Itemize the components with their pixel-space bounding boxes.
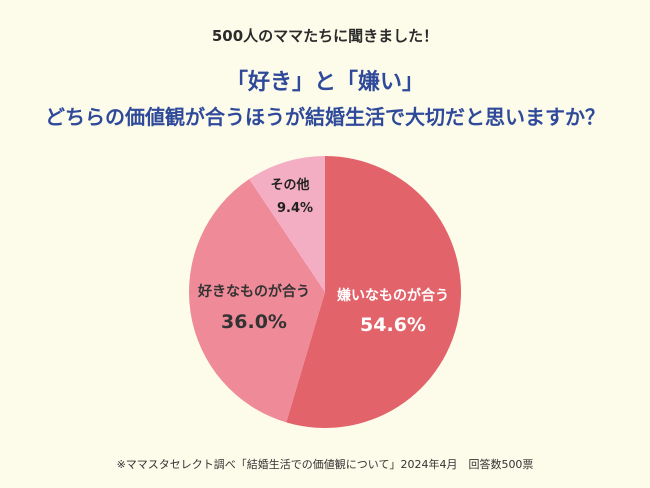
source-footnote: ※ママスタセレクト調べ「結婚生活での価値観について」2024年4月 回答数500… <box>116 458 534 471</box>
pie-slice-3 <box>249 156 325 292</box>
slice-value-1: 54.6% <box>360 314 426 336</box>
slice-label-1: 嫌いなものが合う <box>337 287 449 304</box>
slice-value-3: 9.4% <box>277 201 313 216</box>
pie-slice-1 <box>286 156 461 428</box>
pie-slice-2 <box>188 179 325 423</box>
chart-title-line-1: 「好き」と「嫌い」 <box>225 70 424 95</box>
slice-value-2: 36.0% <box>221 311 287 333</box>
chart-surtitle: 500人のママたちに聞きました！ <box>211 27 439 45</box>
slice-label-3: その他 <box>270 177 309 193</box>
chart-title-line-2: どちらの価値観が合うほうが結婚生活で大切だと思いますか？ <box>45 105 605 129</box>
slice-label-2: 好きなものが合う <box>197 283 310 300</box>
